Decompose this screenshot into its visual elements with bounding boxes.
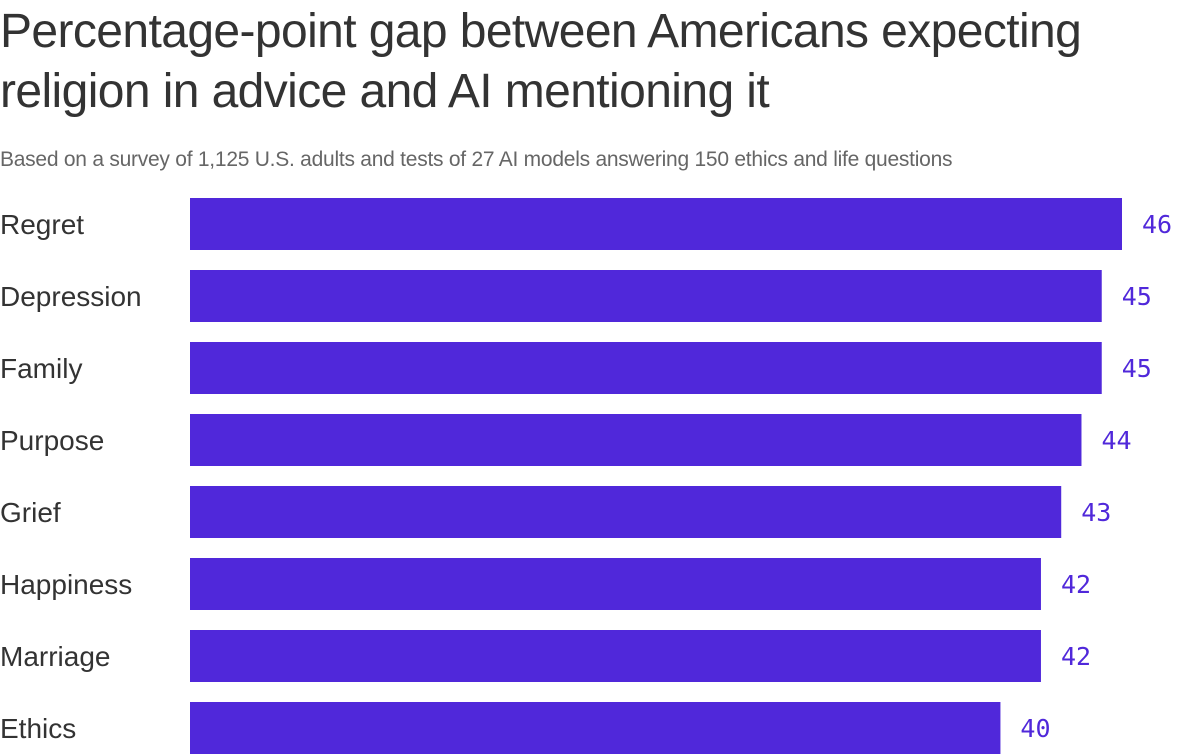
value-label: 42 xyxy=(1061,570,1091,599)
chart-title: Percentage-point gap between Americans e… xyxy=(0,5,1082,118)
chart-subtitle: Based on a survey of 1,125 U.S. adults a… xyxy=(0,148,953,171)
category-label: Grief xyxy=(0,497,61,528)
bar xyxy=(190,630,1041,682)
category-label: Marriage xyxy=(0,641,110,672)
category-label: Happiness xyxy=(0,569,132,600)
bar xyxy=(190,486,1062,538)
bar xyxy=(190,198,1122,250)
value-label: 46 xyxy=(1142,210,1172,239)
bar xyxy=(190,270,1102,322)
bar xyxy=(190,342,1102,394)
value-label: 45 xyxy=(1122,282,1152,311)
category-label: Regret xyxy=(0,209,84,240)
bar-chart: Regret 46 Depression 45 Family 45 Purpose 44 Gri… xyxy=(0,198,1172,754)
value-label: 40 xyxy=(1020,714,1050,743)
bar xyxy=(190,702,1001,754)
category-label: Family xyxy=(0,353,82,384)
category-label: Ethics xyxy=(0,713,76,744)
value-label: 45 xyxy=(1122,354,1152,383)
bar xyxy=(190,414,1082,466)
value-label: 42 xyxy=(1061,642,1091,671)
bar xyxy=(190,558,1041,610)
value-label: 44 xyxy=(1101,426,1131,455)
value-label: 43 xyxy=(1081,498,1111,527)
category-label: Purpose xyxy=(0,425,104,456)
category-label: Depression xyxy=(0,281,142,312)
